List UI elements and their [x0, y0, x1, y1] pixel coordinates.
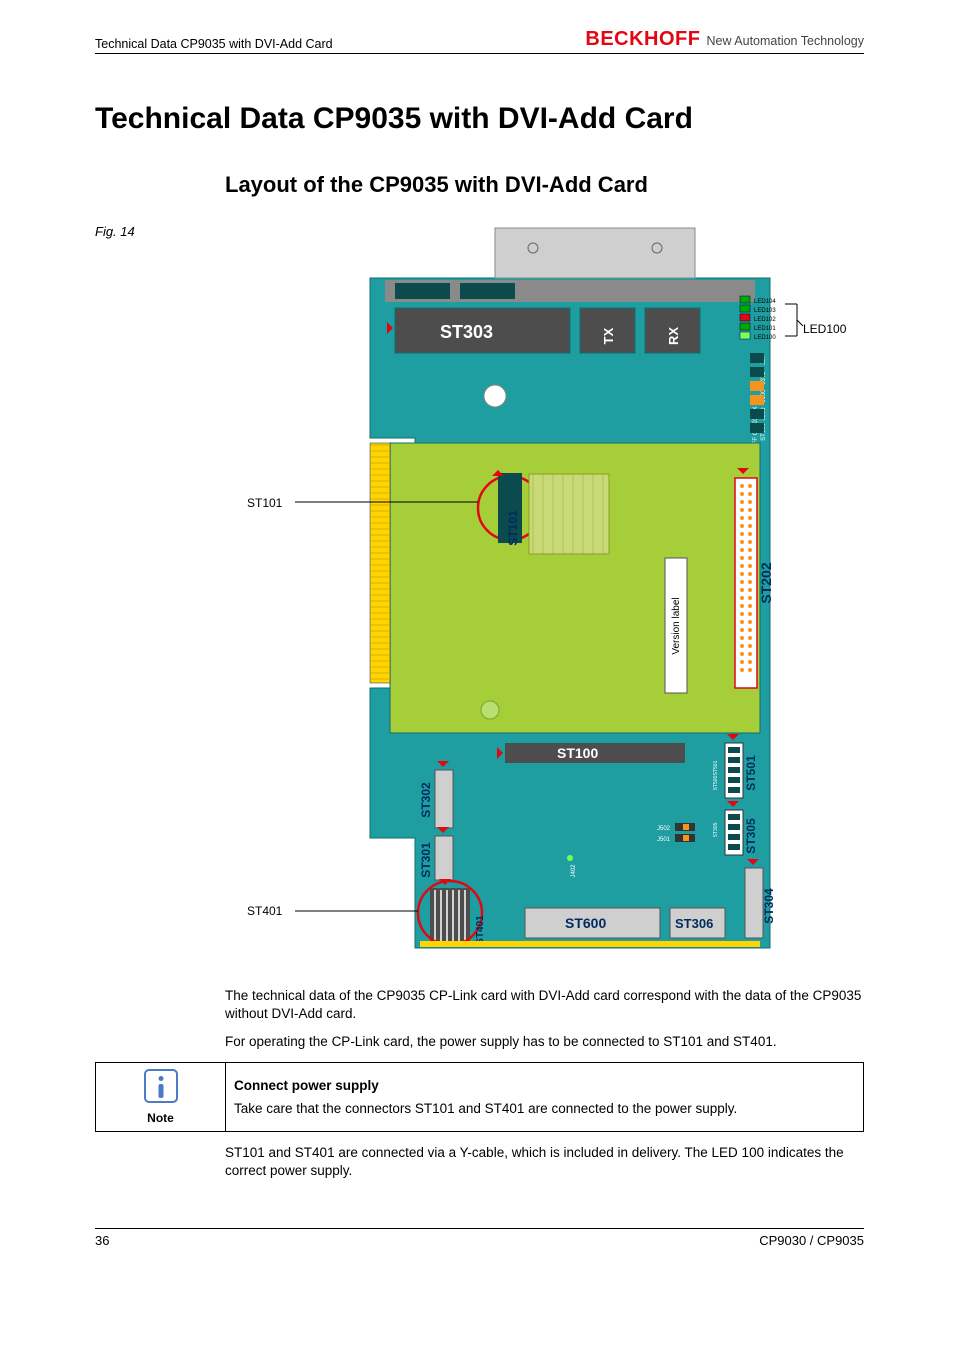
svg-text:J502: J502 [657, 826, 671, 832]
svg-text:ST303: ST303 [440, 322, 493, 342]
brand-tagline: New Automation Technology [706, 34, 864, 48]
svg-text:LED104: LED104 [754, 299, 776, 305]
body-text: The technical data of the CP9035 CP-Link… [225, 987, 864, 1052]
svg-text:LED101: LED101 [754, 326, 776, 332]
svg-text:ST305: ST305 [713, 822, 719, 837]
page-header: Technical Data CP9035 with DVI-Add Card … [95, 28, 864, 54]
svg-text:ST101: ST101 [506, 510, 520, 546]
svg-text:ST306: ST306 [675, 916, 713, 931]
svg-text:ST302: ST302 [419, 782, 433, 818]
page-title: Technical Data CP9035 with DVI-Add Card [95, 102, 864, 136]
svg-text:Version label: Version label [671, 597, 682, 654]
svg-text:ST301: ST301 [419, 842, 433, 878]
svg-text:LED100: LED100 [754, 335, 776, 341]
svg-text:ST305: ST305 [744, 818, 758, 854]
paragraph: The technical data of the CP9035 CP-Link… [225, 987, 864, 1023]
note-label: Note [147, 1111, 174, 1125]
callout-st101: ST101 [247, 496, 282, 510]
note-heading: Connect power supply [234, 1078, 855, 1093]
note-body: Take care that the connectors ST101 and … [234, 1101, 855, 1116]
note-content-cell: Connect power supply Take care that the … [226, 1062, 864, 1131]
svg-text:ST501: ST501 [713, 760, 719, 775]
board-diagram: LED100 ST101 ST401 ST303 TX RX LED104 LED103… [295, 218, 855, 963]
board-svg: ST303 TX RX LED104 LED103 LED102 LED101 LED100 J… [295, 218, 855, 958]
figure-label: Fig. 14 [95, 224, 135, 239]
svg-text:TX: TX [601, 327, 616, 344]
note-icon-cell: Note [96, 1062, 226, 1131]
svg-text:ST500: ST500 [713, 775, 719, 790]
doc-id: CP9030 / CP9035 [759, 1233, 864, 1248]
svg-text:ST600: ST600 [565, 915, 606, 931]
page-footer: 36 CP9030 / CP9035 [95, 1228, 864, 1248]
svg-text:ST202: ST202 [758, 562, 774, 603]
svg-text:ST401: ST401 [475, 915, 486, 945]
svg-text:ST100: ST100 [557, 745, 598, 761]
paragraph: For operating the CP-Link card, the powe… [225, 1033, 864, 1051]
note-table: Note Connect power supply Take care that… [95, 1062, 864, 1132]
header-brand-block: BECKHOFF New Automation Technology [585, 28, 864, 51]
svg-text:J501: J501 [657, 837, 671, 843]
svg-text:ST501: ST501 [744, 755, 758, 791]
brand-logo: BECKHOFF [585, 28, 700, 51]
svg-text:LED102: LED102 [754, 317, 776, 323]
svg-text:J402: J402 [571, 864, 577, 878]
info-icon [144, 1069, 178, 1103]
paragraph: ST101 and ST401 are connected via a Y-ca… [225, 1144, 864, 1180]
header-section-title: Technical Data CP9035 with DVI-Add Card [95, 37, 333, 51]
body-text-after: ST101 and ST401 are connected via a Y-ca… [225, 1144, 864, 1180]
section-heading: Layout of the CP9035 with DVI-Add Card [225, 172, 864, 198]
callout-led100: LED100 [803, 322, 846, 336]
svg-text:LED103: LED103 [754, 308, 776, 314]
callout-st401: ST401 [247, 904, 282, 918]
page-number: 36 [95, 1233, 109, 1248]
svg-text:ST304: ST304 [762, 888, 776, 924]
svg-text:RX: RX [666, 327, 681, 345]
